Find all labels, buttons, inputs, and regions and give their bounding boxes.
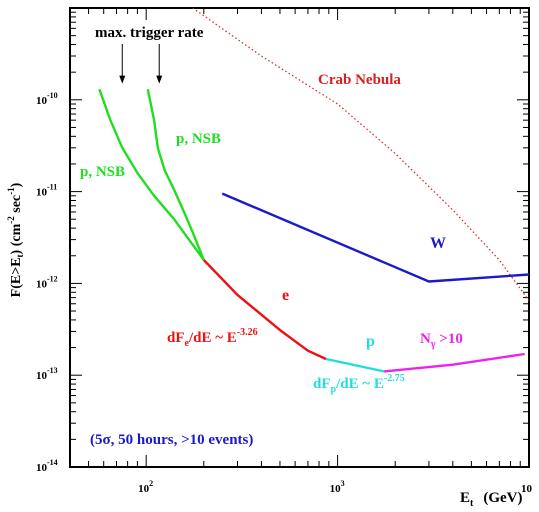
- axis-ticks: [69, 7, 530, 468]
- annotation-p: p: [366, 333, 375, 350]
- annotation-max-trigger: max. trigger rate: [95, 25, 204, 41]
- x-tick-label: 10: [521, 483, 533, 495]
- series-line-pnsb1: [98, 88, 205, 261]
- y-tick-label: 10-11: [36, 183, 57, 199]
- plot-frame: [69, 7, 530, 468]
- series-line-pnsb2: [146, 89, 205, 261]
- series-line-e: [202, 259, 327, 361]
- annotation-e-formula: dFe/dE ~ E-3.26: [167, 327, 258, 349]
- x-tick-label: 102: [138, 479, 153, 495]
- series-layer: [98, 7, 530, 373]
- series-line-p: [325, 357, 385, 373]
- y-tick-label: 10-13: [36, 366, 58, 382]
- arrow-head-arrow2: [156, 75, 163, 84]
- annotation-crab-nebula: Crab Nebula: [318, 72, 401, 88]
- annotation-p-nsb-lower: p, NSB: [80, 164, 125, 180]
- annotation-w: W: [430, 235, 446, 252]
- arrow-head-arrow1: [119, 75, 126, 84]
- series-line-ngamma: [383, 352, 525, 373]
- y-axis-label: F(E>Et) (cm-2 sec-1): [6, 182, 25, 297]
- annotation-note: (5σ, 50 hours, >10 events): [90, 432, 253, 448]
- x-axis-label: Et (GeV): [460, 490, 523, 509]
- y-tick-label: 10-10: [36, 91, 58, 107]
- y-tick-label: 10-12: [36, 274, 58, 290]
- y-tick-label: 10-14: [36, 458, 58, 474]
- series-line-w: [221, 192, 530, 283]
- arrow-layer: [119, 44, 163, 84]
- x-tick-label: 103: [330, 479, 345, 495]
- annotation-p-formula: dFp/dE ~ E-2.75: [313, 373, 405, 395]
- annotation-ngamma: Nγ >10: [420, 331, 463, 350]
- annotation-p-nsb-upper: p, NSB: [176, 131, 221, 147]
- annotation-e: e: [282, 287, 289, 304]
- tick-labels: 102 103 10 10-10 10-11 10-12 10-13 10-14: [36, 91, 533, 495]
